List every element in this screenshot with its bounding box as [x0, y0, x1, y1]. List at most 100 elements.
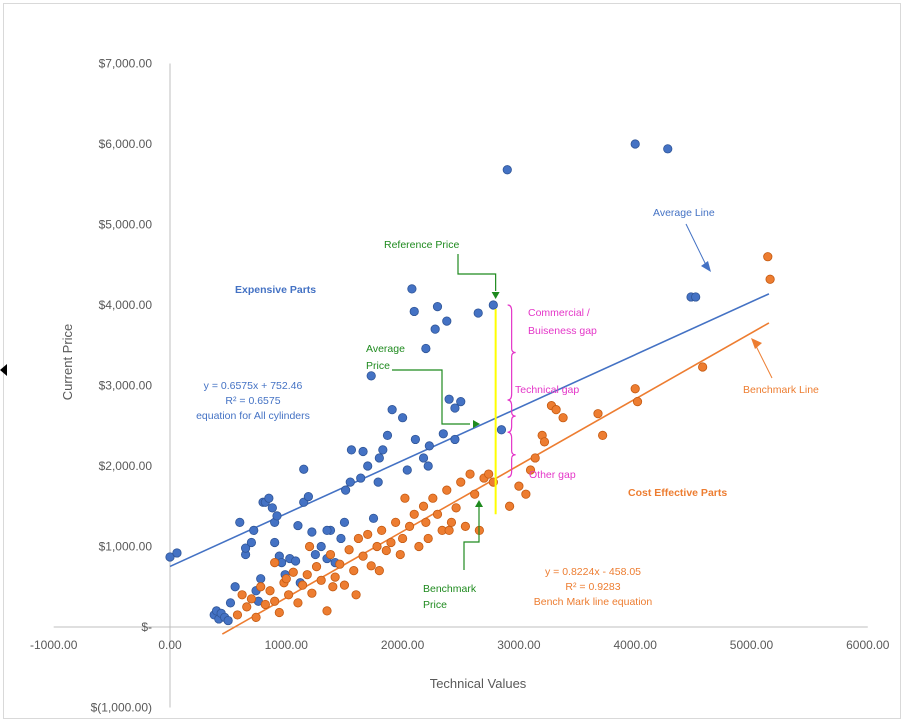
expensive-point — [246, 537, 257, 548]
expensive-point — [473, 308, 483, 318]
cost-point — [377, 525, 387, 536]
average-price-arrowhead — [473, 420, 480, 428]
cost-point — [351, 590, 361, 600]
expensive-point — [663, 144, 673, 154]
benchmark-price-label-2: Price — [423, 599, 447, 611]
cost-point — [409, 509, 419, 519]
cost-point — [363, 529, 373, 540]
expensive-point — [373, 477, 383, 487]
expensive-point — [378, 445, 388, 455]
expensive-point — [421, 343, 431, 354]
reference-price-arrowhead — [491, 292, 500, 299]
cost-point — [330, 572, 340, 582]
cost-point — [381, 545, 391, 556]
cost-point — [444, 525, 454, 536]
cost-point — [539, 437, 550, 447]
x-tick-label: 2000.00 — [381, 638, 425, 652]
cost-point — [446, 517, 457, 527]
expensive-point — [502, 165, 512, 175]
expensive-point — [172, 548, 182, 558]
average-price-arrow — [392, 369, 470, 425]
x-tick-label: 4000.00 — [614, 638, 658, 652]
expensive-point — [339, 517, 350, 527]
ticks: -1000.00 0.00 1000.00 2000.00 3000.00 4000.00… — [30, 57, 890, 715]
expensive-point — [410, 434, 420, 445]
expensive-point — [374, 453, 384, 463]
cost-point — [414, 541, 424, 552]
y-tick-label: $(1,000.00) — [91, 701, 152, 715]
expensive-point — [418, 453, 429, 463]
expensive-point — [432, 302, 443, 312]
expensive-point — [382, 430, 393, 441]
cost-point — [304, 541, 315, 552]
expensive-parts-label: Expensive Parts — [235, 284, 316, 296]
expensive-point — [310, 549, 320, 560]
expensive-point — [345, 477, 355, 487]
expensive-point — [291, 556, 301, 566]
cost-point — [404, 521, 415, 531]
expensive-point — [307, 527, 317, 537]
cost-point — [297, 580, 308, 590]
commercial-gap-label-1: Commercial / — [528, 307, 590, 319]
reference-price-arrow — [457, 254, 497, 291]
other-gap-brace — [507, 431, 516, 478]
expensive-point — [450, 434, 460, 445]
expensive-point — [230, 582, 240, 592]
cost-point — [400, 493, 410, 503]
cost-point — [325, 549, 336, 560]
cost-point — [504, 501, 515, 511]
expensive-point — [363, 461, 373, 471]
benchmark-price-label-1: Benchmark — [423, 583, 477, 595]
cost-point — [349, 566, 359, 576]
cost-point — [598, 430, 608, 441]
cost-point — [256, 582, 266, 592]
cost-effective-parts-label: Cost Effective Parts — [628, 487, 727, 499]
expensive-point — [316, 541, 326, 552]
expensive-point — [272, 511, 282, 521]
benchmark-line-pointer-head — [751, 338, 762, 349]
reference-price-label: Reference Price — [384, 239, 459, 251]
cost-point — [293, 598, 303, 608]
expensive-point — [356, 473, 366, 483]
y-tick-label: $- — [141, 620, 152, 634]
cost-point — [386, 537, 396, 548]
benchmark-line-label: Benchmark Line — [743, 384, 819, 396]
expensive-point — [165, 552, 175, 562]
expensive-point — [267, 503, 277, 513]
cost-point — [274, 607, 284, 618]
cost-point — [551, 405, 561, 415]
expensive-point — [450, 403, 460, 413]
expensive-point — [488, 300, 498, 310]
expensive-point — [691, 292, 701, 302]
cost-point — [374, 566, 384, 576]
expensive-point — [223, 615, 233, 626]
expensive-point — [430, 324, 440, 334]
expensive-point — [322, 525, 332, 536]
benchmark-equation-line-2: R² = 0.9283 — [565, 581, 620, 593]
expensive-point — [409, 306, 419, 317]
cost-point — [288, 567, 298, 577]
y-tick-label: $2,000.00 — [99, 459, 153, 473]
cost-point — [237, 590, 247, 600]
expensive-point — [225, 598, 236, 608]
average-trendline — [169, 293, 770, 568]
expensive-point — [303, 491, 313, 502]
cost-point — [322, 606, 332, 616]
cost-point — [593, 409, 603, 419]
cost-point — [307, 588, 317, 598]
commercial-gap-brace — [507, 304, 516, 401]
commercial-gap-label-2: Buiseness gap — [528, 325, 597, 337]
other-gap-label: Other gap — [529, 469, 576, 481]
cost-point — [423, 533, 433, 544]
y-tick-label: $5,000.00 — [99, 218, 153, 232]
cost-point — [270, 596, 280, 606]
average-equation-line-1: y = 0.6575x + 752.46 — [204, 380, 303, 392]
cost-point — [465, 469, 475, 479]
cost-point — [484, 469, 494, 479]
cost-point — [763, 252, 773, 262]
expensive-point — [256, 574, 266, 584]
cost-point — [460, 521, 471, 531]
cost-point — [281, 574, 291, 584]
average-equation-line-2: R² = 0.6575 — [225, 395, 280, 407]
